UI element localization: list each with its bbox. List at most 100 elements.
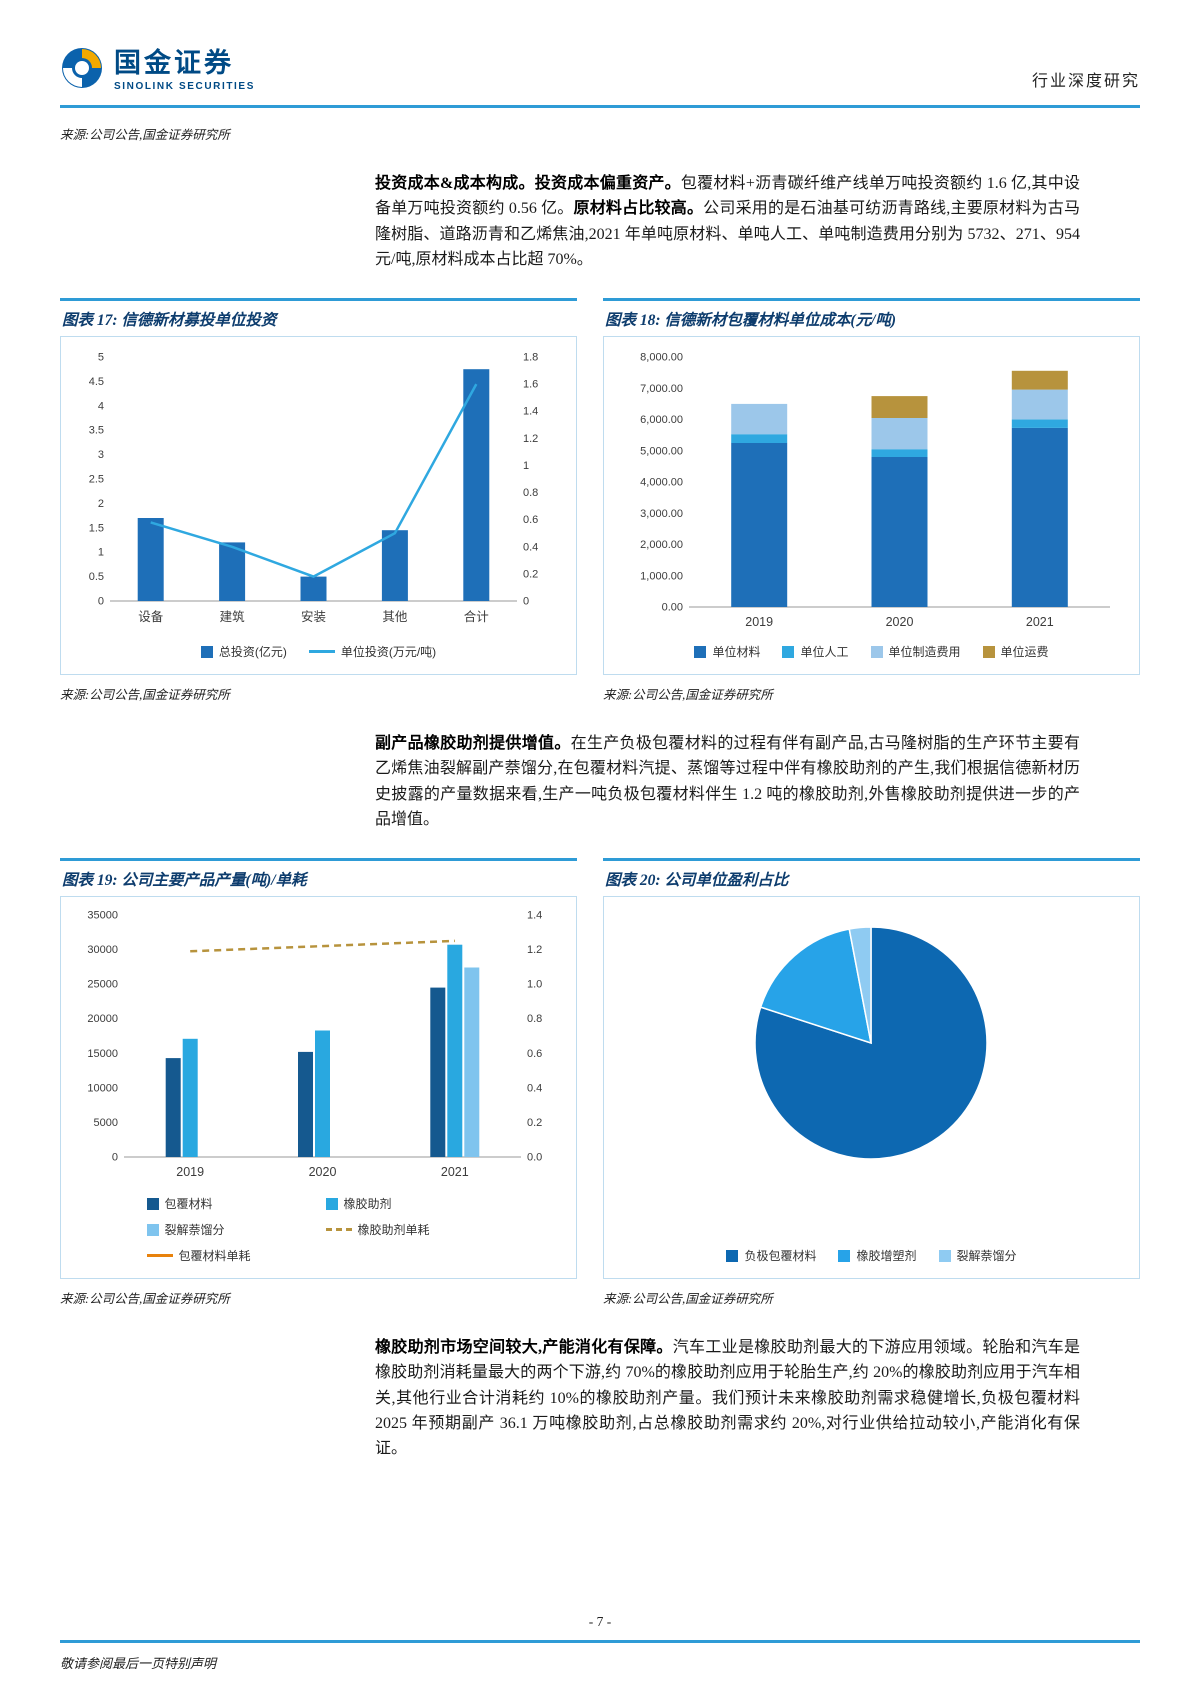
footer-divider: [60, 1640, 1140, 1643]
legend-item: 橡胶增塑剂: [838, 1247, 917, 1264]
svg-text:安装: 安装: [301, 609, 326, 624]
report-type-label: 行业深度研究: [1031, 73, 1140, 90]
figure-20: 图表 20: 公司单位盈利占比 负极包覆材料 橡胶增塑剂 裂解萘馏分 来源:公司公告…: [603, 858, 1140, 1307]
svg-text:7,000.00: 7,000.00: [640, 383, 683, 395]
legend-label: 橡胶助剂: [343, 1197, 392, 1212]
legend-item: 橡胶助剂: [325, 1195, 491, 1212]
svg-text:1.2: 1.2: [523, 433, 538, 445]
svg-text:1.5: 1.5: [89, 522, 104, 534]
paragraph-investment-cost: 投资成本&成本构成。投资成本偏重资产。包覆材料+沥青碳纤维产线单万吨投资额约 1…: [375, 171, 1080, 272]
figure-18-chart: 0.00 1,000.00 2,000.00 3,000.00 4,000.00 5,00…: [608, 345, 1135, 670]
legend-swatch: [325, 1228, 352, 1232]
legend-swatch: [146, 1254, 173, 1258]
legend-swatch: [870, 645, 883, 658]
svg-text:4,000.00: 4,000.00: [640, 477, 683, 489]
svg-text:0.2: 0.2: [523, 568, 538, 580]
chart-canvas: 0 5000 10000 15000 20000 25000 30000 35000 0.0 0.…: [87, 910, 542, 1180]
svg-text:8,000.00: 8,000.00: [640, 352, 683, 364]
legend-swatch: [726, 1249, 739, 1262]
svg-text:1.6: 1.6: [523, 379, 538, 391]
legend-label: 裂解萘馏分: [956, 1249, 1017, 1264]
page-footer: - 7 - 敬请参阅最后一页特别声明: [60, 1614, 1140, 1698]
paragraph-bold-raw-material: 原材料占比较高。: [573, 200, 704, 218]
svg-text:3.5: 3.5: [89, 425, 104, 437]
paragraph-text: 包覆材料+沥青碳纤维产线单万吨投资额约 1.6 亿,其中设备单万吨投资额约 0.…: [375, 175, 1080, 218]
svg-text:1,000.00: 1,000.00: [640, 570, 683, 582]
legend-swatch: [200, 645, 213, 658]
legend-item: 单位人工: [782, 643, 849, 660]
svg-text:0.0: 0.0: [527, 1152, 542, 1164]
svg-text:2019: 2019: [176, 1165, 204, 1179]
paragraph-bold-lead: 橡胶助剂市场空间较大,产能消化有保障。: [375, 1339, 673, 1357]
svg-text:2: 2: [98, 498, 104, 510]
legend-swatch: [938, 1249, 951, 1262]
svg-text:1.2: 1.2: [527, 944, 542, 956]
svg-text:0.5: 0.5: [89, 571, 104, 583]
figure-18-chart-frame: 0.00 1,000.00 2,000.00 3,000.00 4,000.00 5,00…: [603, 336, 1140, 676]
page-number: - 7 -: [588, 1614, 612, 1629]
figure-20-chart: 负极包覆材料 橡胶增塑剂 裂解萘馏分: [608, 905, 1135, 1274]
figure-19-chart: 0 5000 10000 15000 20000 25000 30000 35000 0.0 0.…: [65, 905, 572, 1274]
legend-item: 总投资(亿元): [200, 643, 287, 660]
svg-text:2021: 2021: [441, 1165, 469, 1179]
svg-text:2020: 2020: [886, 615, 914, 629]
svg-text:5000: 5000: [94, 1117, 118, 1129]
chart-legend: 单位材料 单位人工 单位制造费用 单位运费: [608, 637, 1135, 670]
figure-17-chart-frame: 0 0.5 1 1.5 2 2.5 3 3.5 4 4.5 5 0 0.2 0.4 0.6 0.8 1 1.2 1.…: [60, 336, 577, 676]
paragraph-text: 公司采用的是石油基可纺沥青路线,主要原材料为古马隆树脂、道路沥青和乙烯焦油,20…: [375, 200, 1080, 268]
figure-20-title: 图表 20: 公司单位盈利占比: [603, 858, 1140, 896]
figures-row-1: 图表 17: 信德新材募投单位投资 0 0.5 1 1.5 2 2.5 3 3.5 4 4.5 5 0…: [60, 298, 1140, 703]
brand-name: 国金证券: [114, 47, 234, 78]
svg-text:2.5: 2.5: [89, 474, 104, 486]
footer-disclaimer: 敬请参阅最后一页特别声明: [60, 1656, 217, 1671]
legend-label: 裂解萘馏分: [164, 1223, 225, 1238]
figure-19-source: 来源:公司公告,国金证券研究所: [60, 1292, 230, 1307]
legend-label: 橡胶助剂单耗: [357, 1223, 430, 1238]
svg-text:0.2: 0.2: [527, 1117, 542, 1129]
figure-17-chart: 0 0.5 1 1.5 2 2.5 3 3.5 4 4.5 5 0 0.2 0.4 0.6 0.8 1 1.2 1.…: [65, 345, 572, 670]
svg-text:1.0: 1.0: [527, 979, 542, 991]
svg-text:2020: 2020: [309, 1165, 337, 1179]
svg-text:0.00: 0.00: [662, 602, 683, 614]
brand-block: 国金证券 SINOLINK SECURITIES: [60, 46, 255, 95]
svg-text:20000: 20000: [87, 1013, 118, 1025]
paragraph-bold-lead: 副产品橡胶助剂提供增值。: [375, 735, 571, 753]
legend-label: 单位制造费用: [888, 645, 961, 660]
svg-text:1: 1: [98, 547, 104, 559]
chart-legend: 负极包覆材料 橡胶增塑剂 裂解萘馏分: [608, 1241, 1135, 1274]
figure-18: 图表 18: 信德新材包覆材料单位成本(元/吨) 0.00 1,000.00 2,0…: [603, 298, 1140, 703]
figure-18-title: 图表 18: 信德新材包覆材料单位成本(元/吨): [603, 298, 1140, 336]
legend-item: 负极包覆材料: [726, 1247, 816, 1264]
figure-19: 图表 19: 公司主要产品产量(吨)/单耗 0 5000 10000 15000 200…: [60, 858, 577, 1307]
svg-text:其他: 其他: [382, 610, 408, 624]
legend-swatch: [838, 1249, 851, 1262]
svg-text:0.6: 0.6: [527, 1048, 542, 1060]
svg-text:1: 1: [523, 460, 529, 472]
figure-17: 图表 17: 信德新材募投单位投资 0 0.5 1 1.5 2 2.5 3 3.5 4 4.5 5 0…: [60, 298, 577, 703]
paragraph-byproduct: 副产品橡胶助剂提供增值。在生产负极包覆材料的过程有伴有副产品,古马隆树脂的生产环…: [375, 731, 1080, 832]
legend-item: 包覆材料单耗: [146, 1247, 312, 1264]
legend-item: 包覆材料: [146, 1195, 312, 1212]
svg-text:0.8: 0.8: [527, 1013, 542, 1025]
svg-text:0: 0: [98, 596, 104, 608]
svg-text:30000: 30000: [87, 944, 118, 956]
svg-text:5,000.00: 5,000.00: [640, 445, 683, 457]
legend-label: 橡胶增塑剂: [856, 1249, 917, 1264]
legend-item: 裂解萘馏分: [146, 1221, 312, 1238]
legend-label: 包覆材料: [164, 1197, 213, 1212]
legend-swatch: [325, 1197, 338, 1210]
legend-swatch: [146, 1197, 159, 1210]
sinolink-logo-icon: [60, 46, 104, 95]
chart-legend: 总投资(亿元) 单位投资(万元/吨): [65, 637, 572, 670]
figures-row-2: 图表 19: 公司主要产品产量(吨)/单耗 0 5000 10000 15000 200…: [60, 858, 1140, 1307]
svg-text:2019: 2019: [745, 615, 773, 629]
legend-swatch: [782, 645, 795, 658]
legend-item: 单位投资(万元/吨): [308, 643, 436, 660]
svg-text:1.4: 1.4: [523, 406, 538, 418]
chart-canvas: [754, 926, 988, 1160]
svg-text:0.4: 0.4: [527, 1083, 542, 1095]
figure-20-source: 来源:公司公告,国金证券研究所: [603, 1292, 773, 1307]
svg-text:10000: 10000: [87, 1083, 118, 1095]
legend-label: 总投资(亿元): [218, 645, 287, 660]
legend-swatch: [982, 645, 995, 658]
